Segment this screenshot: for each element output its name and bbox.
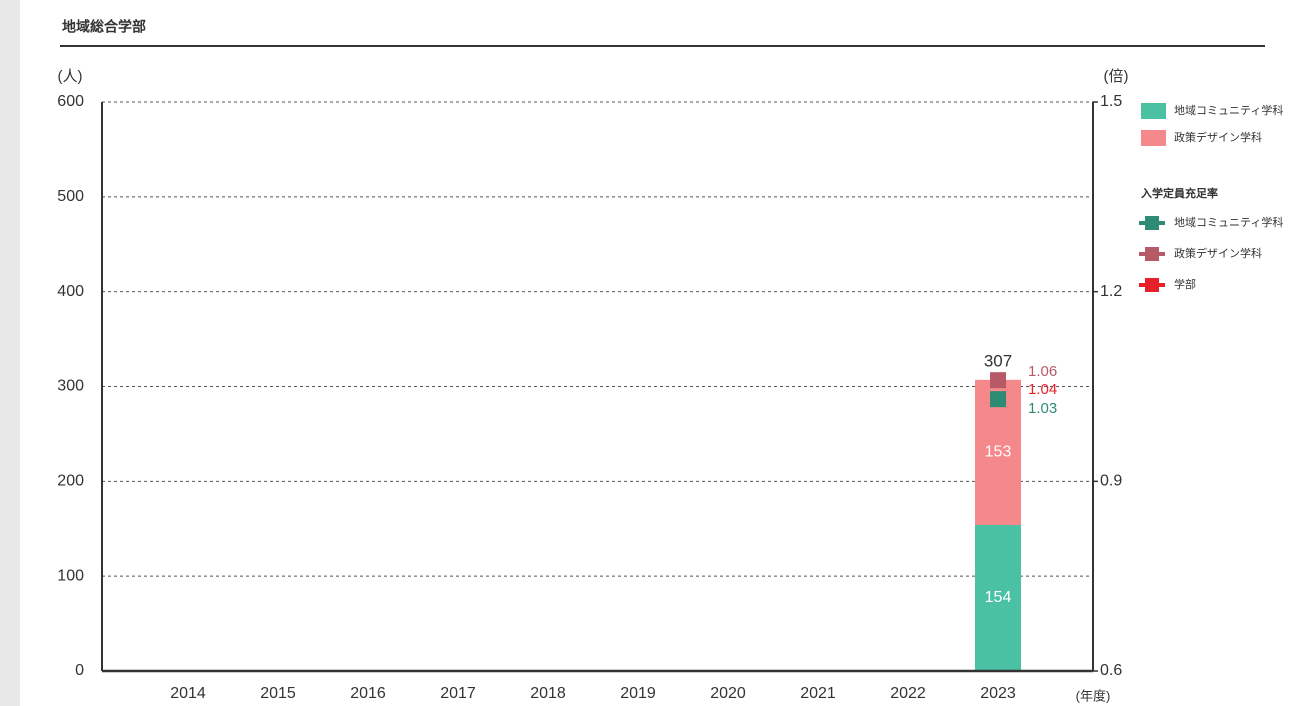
x-tick-label: 2017	[440, 685, 476, 702]
rate-label: 1.04	[1028, 381, 1057, 398]
legend-label: 地域コミュニティ学科	[1174, 215, 1283, 229]
y-tick-label: 500	[57, 188, 84, 205]
legend-label: 地域コミュニティ学科	[1174, 103, 1283, 117]
x-tick-label: 2018	[530, 685, 566, 702]
x-tick-label: 2014	[170, 685, 206, 702]
bar-segment	[975, 524, 1021, 671]
y-tick-label: 300	[57, 378, 84, 395]
y-axis-label: (人)	[58, 68, 83, 85]
x-tick-label: 2023	[980, 685, 1016, 702]
side-strip	[0, 0, 20, 706]
legend-marker	[1145, 247, 1159, 261]
rate-label: 1.06	[1028, 363, 1057, 380]
legend-title: 入学定員充足率	[1141, 186, 1218, 200]
bar-total-label: 307	[984, 351, 1012, 370]
x-tick-label: 2021	[800, 685, 836, 702]
y2-tick-label: 1.5	[1100, 93, 1122, 110]
y2-tick-label: 0.9	[1100, 473, 1122, 490]
legend-swatch	[1141, 103, 1166, 119]
bar-value-label: 154	[985, 589, 1012, 606]
rate-marker	[990, 372, 1006, 389]
y2-axis-label: (倍)	[1104, 68, 1129, 85]
x-tick-label: 2019	[620, 685, 656, 702]
y2-tick-label: 1.2	[1100, 283, 1122, 300]
legend-label: 学部	[1174, 277, 1196, 291]
y-tick-label: 100	[57, 567, 84, 584]
bar-value-label: 153	[985, 444, 1012, 461]
legend-swatch	[1141, 130, 1166, 146]
y-tick-label: 200	[57, 473, 84, 490]
legend-marker	[1145, 216, 1159, 230]
y-tick-label: 400	[57, 283, 84, 300]
rate-marker	[990, 391, 1006, 408]
rate-label: 1.03	[1028, 400, 1057, 417]
x-tick-label: 2020	[710, 685, 746, 702]
x-tick-label: 2022	[890, 685, 926, 702]
legend-label: 政策デザイン学科	[1174, 130, 1262, 144]
legend-label: 政策デザイン学科	[1174, 246, 1262, 260]
legend-marker	[1145, 278, 1159, 292]
x-tick-label: 2016	[350, 685, 386, 702]
y2-tick-label: 0.6	[1100, 662, 1122, 679]
chart-title: 地域総合学部	[62, 19, 146, 35]
y-tick-label: 0	[75, 662, 84, 679]
x-axis-label: (年度)	[1076, 688, 1111, 703]
y-tick-label: 600	[57, 93, 84, 110]
x-tick-label: 2015	[260, 685, 296, 702]
